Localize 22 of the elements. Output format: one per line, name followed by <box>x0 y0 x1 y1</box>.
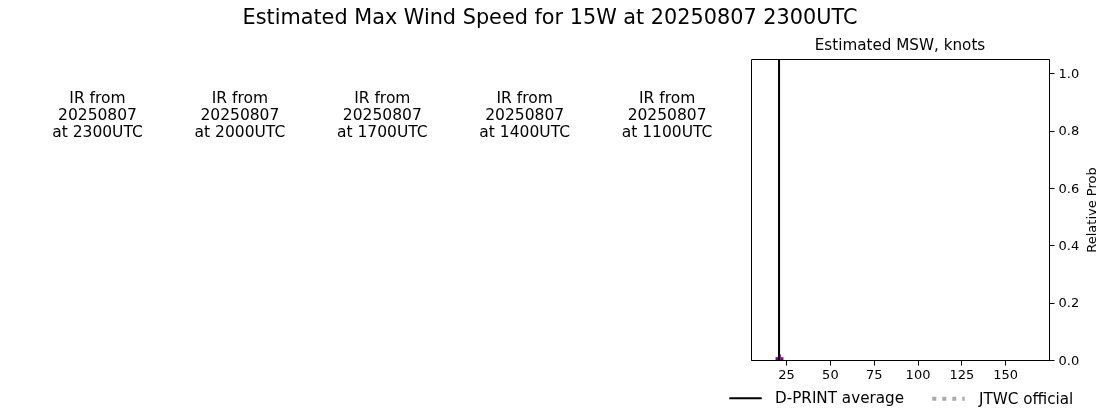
y-axis-title: Relative Prob <box>1084 167 1100 253</box>
x-tick-label: 125 <box>949 366 975 382</box>
text: IR from 20250807 at 2000UTC <box>194 89 286 141</box>
legend-label: D-PRINT average <box>775 389 905 408</box>
x-tick-label: 25 <box>778 366 795 382</box>
x-tick-label: 150 <box>993 366 1019 382</box>
text: JTWC official <box>979 389 1074 408</box>
y-tick-label: 1.0 <box>1058 65 1080 81</box>
y-tick-label: 0.2 <box>1058 295 1080 311</box>
text: IR from 20250807 at 1700UTC <box>336 89 428 141</box>
y-tick-label: 0.6 <box>1058 180 1080 196</box>
x-tick-label: 100 <box>905 366 931 382</box>
y-tick-label: 0.0 <box>1058 352 1080 368</box>
y-tick-label: 0.4 <box>1058 237 1080 253</box>
text: Estimated Max Wind Speed for 15W at 20250807 2300UTC <box>242 5 858 30</box>
text: IR from 20250807 at 1400UTC <box>479 89 571 141</box>
y-tick-label: 0.8 <box>1058 123 1080 139</box>
x-tick-label: 75 <box>865 366 883 382</box>
text: IR from 20250807 at 2300UTC <box>52 89 143 141</box>
text: IR from 20250807 at 1100UTC <box>621 89 713 141</box>
x-tick-label: 50 <box>822 366 839 382</box>
chart-subtitle: Estimated MSW, knots <box>814 36 986 54</box>
